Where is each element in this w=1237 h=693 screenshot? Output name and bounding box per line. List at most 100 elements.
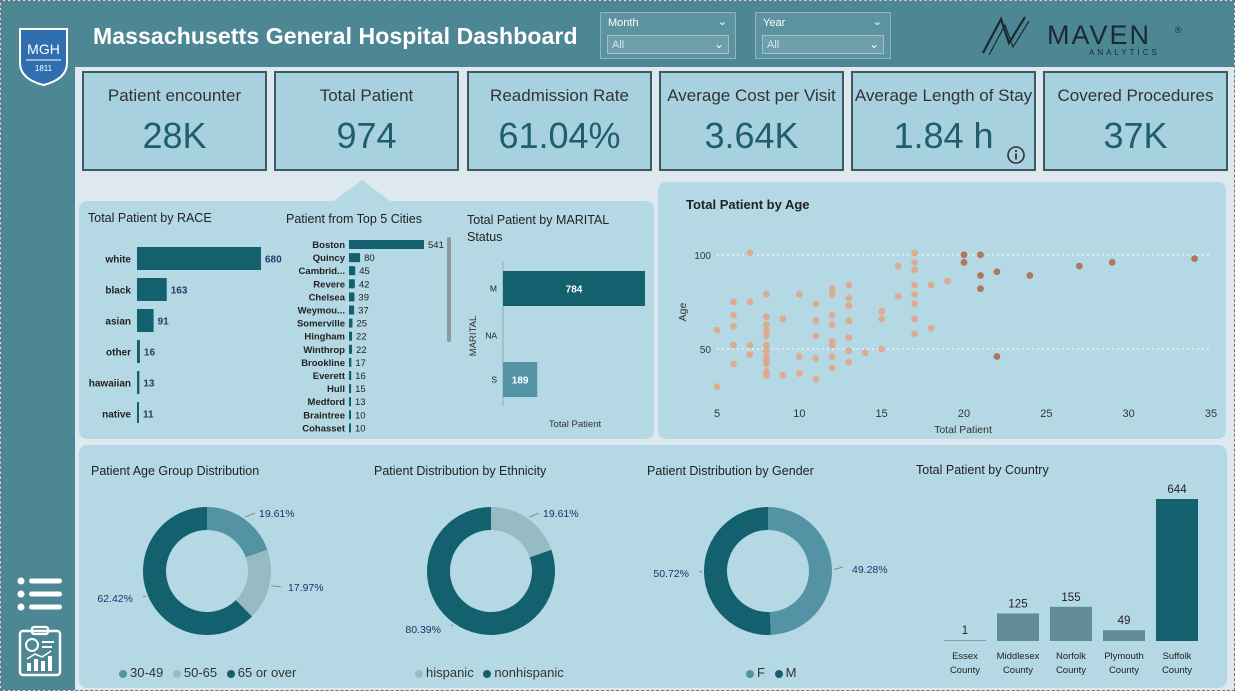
city-bar[interactable] [349, 253, 361, 263]
scatter-point[interactable] [763, 341, 770, 349]
marital-bar-chart[interactable]: M 784 NA S 189 Total Patient MARITAL [463, 261, 649, 433]
month-slicer[interactable]: Month ⌄ All ⌄ [600, 12, 736, 59]
scatter-point[interactable] [993, 353, 1001, 360]
scatter-point[interactable] [845, 317, 853, 325]
race-bar[interactable] [137, 340, 140, 363]
age-scatter-chart[interactable]: 50 100 5 10 15 20 25 30 35 Total Patient Age [671, 236, 1221, 436]
scatter-point[interactable] [878, 345, 886, 353]
scatter-point[interactable] [713, 326, 721, 334]
scrollbar[interactable] [447, 237, 451, 342]
country-bar[interactable] [944, 640, 986, 641]
scatter-point[interactable] [911, 249, 918, 257]
scatter-point[interactable] [812, 332, 820, 340]
scatter-point[interactable] [845, 334, 853, 342]
city-bar[interactable] [349, 292, 355, 302]
country-bar[interactable] [1156, 499, 1198, 641]
city-bar[interactable] [349, 279, 355, 289]
list-icon[interactable] [17, 577, 63, 611]
scatter-point[interactable] [763, 313, 770, 321]
city-bar[interactable] [349, 397, 351, 407]
donut-slice[interactable] [235, 549, 271, 617]
chevron-down-icon[interactable]: ⌄ [868, 37, 879, 51]
year-dropdown[interactable]: All ⌄ [762, 35, 884, 54]
scatter-point[interactable] [894, 292, 902, 300]
chevron-down-icon[interactable]: ⌄ [717, 16, 727, 28]
chevron-down-icon[interactable]: ⌄ [713, 37, 724, 51]
kpi-patient-encounter[interactable]: Patient encounter 28K [82, 71, 267, 171]
report-icon[interactable] [18, 625, 62, 677]
scatter-point[interactable] [730, 298, 737, 306]
race-bar[interactable] [137, 402, 140, 423]
scatter-point[interactable] [763, 321, 770, 328]
city-bar[interactable] [349, 423, 351, 433]
scatter-point[interactable] [1191, 255, 1198, 262]
scatter-point[interactable] [927, 281, 935, 289]
scatter-point[interactable] [828, 341, 836, 349]
scatter-point[interactable] [861, 349, 869, 357]
scatter-point[interactable] [1075, 262, 1083, 270]
donut-slice[interactable] [207, 507, 268, 558]
scatter-point[interactable] [911, 300, 918, 308]
scatter-point[interactable] [812, 354, 820, 362]
scatter-point[interactable] [746, 351, 754, 358]
scatter-point[interactable] [828, 285, 836, 293]
scatter-point[interactable] [730, 322, 737, 330]
city-bar[interactable] [349, 331, 353, 341]
city-bar[interactable] [349, 266, 356, 276]
scatter-point[interactable] [845, 281, 853, 289]
year-slicer[interactable]: Year ⌄ All ⌄ [755, 12, 891, 59]
scatter-point[interactable] [977, 272, 984, 279]
country-bar-chart[interactable]: 1 Essex County 125 Middlesex County 155 Norfolk… [936, 479, 1206, 684]
scatter-point[interactable] [911, 315, 918, 323]
leader-line[interactable] [698, 570, 703, 573]
scatter-point[interactable] [795, 370, 803, 377]
scatter-point[interactable] [878, 307, 886, 315]
scatter-point[interactable] [763, 290, 770, 298]
scatter-point[interactable] [763, 332, 770, 340]
country-bar[interactable] [1103, 630, 1145, 641]
scatter-point[interactable] [812, 300, 820, 308]
scatter-point[interactable] [977, 285, 984, 293]
leader-line[interactable] [244, 512, 256, 518]
scatter-point[interactable] [779, 371, 787, 379]
scatter-point[interactable] [845, 294, 853, 302]
scatter-point[interactable] [828, 311, 836, 319]
kpi-covered-procedures[interactable]: Covered Procedures 37K [1043, 71, 1228, 171]
scatter-point[interactable] [730, 360, 737, 368]
leader-line[interactable] [833, 566, 844, 570]
city-bar[interactable] [349, 384, 352, 394]
scatter-point[interactable] [779, 315, 787, 323]
scatter-point[interactable] [960, 251, 968, 259]
race-bar[interactable] [137, 278, 167, 301]
scatter-point[interactable] [878, 315, 886, 323]
scatter-point[interactable] [828, 321, 836, 328]
scatter-point[interactable] [894, 262, 902, 270]
city-bar[interactable] [349, 410, 351, 420]
scatter-point[interactable] [993, 268, 1001, 276]
scatter-point[interactable] [911, 266, 918, 274]
scatter-point[interactable] [944, 277, 951, 285]
kpi-total-patient[interactable]: Total Patient 974 [274, 71, 459, 171]
city-bar[interactable] [349, 344, 353, 354]
scatter-point[interactable] [911, 330, 918, 338]
race-bar-chart[interactable]: white 680 black 163 asian 91 other 16 hawaiian 13… [81, 237, 286, 423]
info-icon[interactable] [1006, 145, 1026, 165]
gender-donut-chart[interactable]: 49.28% 50.72% [641, 491, 901, 656]
scatter-point[interactable] [911, 281, 918, 289]
marital-bar[interactable] [503, 271, 645, 306]
kpi-readmission-rate[interactable]: Readmission Rate 61.04% [467, 71, 652, 171]
donut-slice[interactable] [427, 507, 555, 635]
scatter-point[interactable] [927, 324, 935, 332]
scatter-point[interactable] [845, 358, 853, 366]
age-group-donut-chart[interactable]: 19.61% 17.97% 62.42% [85, 491, 335, 656]
scatter-point[interactable] [960, 258, 968, 266]
scatter-point[interactable] [828, 290, 836, 298]
leader-line[interactable] [528, 512, 540, 518]
leader-line[interactable] [450, 624, 454, 627]
country-bar[interactable] [1050, 606, 1092, 641]
scatter-point[interactable] [763, 347, 770, 355]
scatter-point[interactable] [795, 290, 803, 298]
city-bar[interactable] [349, 318, 353, 328]
scatter-point[interactable] [845, 302, 853, 310]
scatter-point[interactable] [1026, 272, 1034, 279]
